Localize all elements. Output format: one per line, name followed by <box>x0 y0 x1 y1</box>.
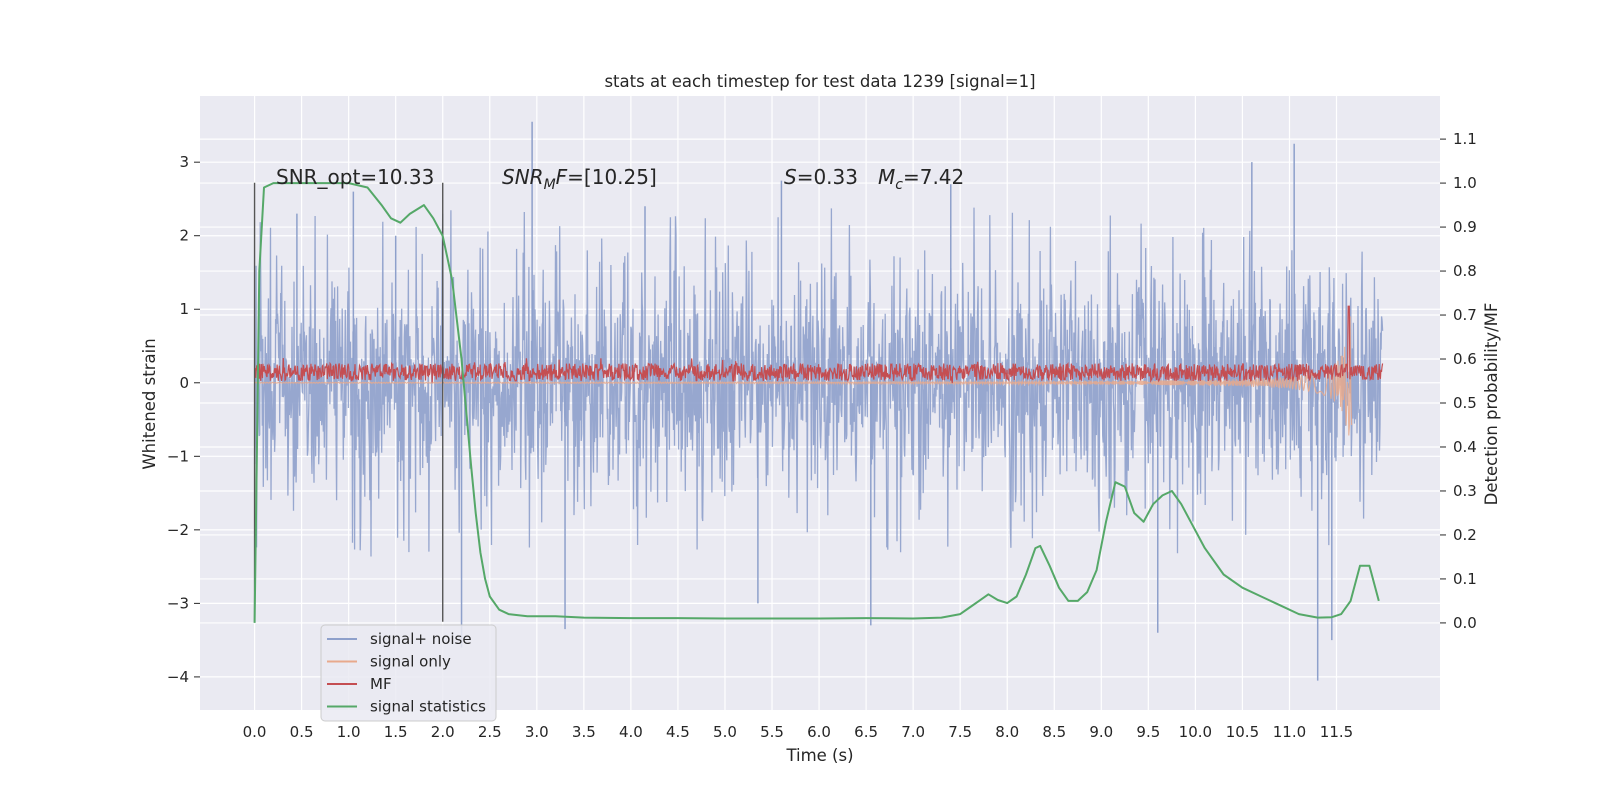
x-tick-label: 6.0 <box>807 723 831 741</box>
series-signal-only <box>254 316 1353 436</box>
x-tick-label: 2.0 <box>431 723 455 741</box>
x-tick-label: 2.5 <box>478 723 502 741</box>
x-tick-label: 11.5 <box>1320 723 1353 741</box>
x-tick-label: 9.5 <box>1136 723 1160 741</box>
y-right-tick-label: 0.3 <box>1453 482 1477 500</box>
y-left-tick-label: 3 <box>179 153 189 171</box>
annotation-snr-opt: SNR_opt=10.33 <box>276 165 434 189</box>
plot-area <box>253 121 1384 681</box>
annotation-snr-mf-main: SNR <box>502 165 544 189</box>
y-left-tick-label: 2 <box>179 227 189 245</box>
annotation-s-main: S <box>784 165 797 189</box>
y-left-tick-label: 0 <box>179 374 189 392</box>
legend-label: signal+ noise <box>370 630 472 648</box>
x-tick-label: 0.0 <box>243 723 267 741</box>
x-tick-label: 10.5 <box>1226 723 1259 741</box>
y-left-tick-label: −1 <box>167 447 189 465</box>
x-tick-label: 1.5 <box>384 723 408 741</box>
annotation-mc: Mc=7.42 <box>878 165 964 193</box>
x-tick-label: 4.5 <box>666 723 690 741</box>
legend-frame <box>320 624 497 722</box>
x-tick-label: 6.5 <box>854 723 878 741</box>
annotation-s: S=0.33 <box>784 165 858 189</box>
axes: 0.0 0.5 1.0 1.5 2.0 2.5 3.0 3.5 4.0 4.5 5.0 5.5 6.0 6… <box>167 130 1477 741</box>
y-right-tick-label: 0.5 <box>1453 394 1477 412</box>
y-left-tick-label: −3 <box>167 594 189 612</box>
y-left-tick-label: −4 <box>167 668 189 686</box>
chart-title: stats at each timestep for test data 123… <box>604 72 1035 91</box>
annotation-s-value: =0.33 <box>797 165 858 189</box>
x-tick-label: 3.0 <box>525 723 549 741</box>
y-right-tick-label: 0.8 <box>1453 262 1477 280</box>
x-tick-label: 7.5 <box>948 723 972 741</box>
y-right-tick-label: 0.6 <box>1453 350 1477 368</box>
x-axis-label: Time (s) <box>785 746 853 765</box>
annotation-snr-mf-value: [10.25] <box>584 165 657 189</box>
annotation-mc-main: M <box>878 165 895 189</box>
legend-label: signal only <box>370 653 451 671</box>
y-left-tick-label: 1 <box>179 300 189 318</box>
y-right-tick-label: 0.0 <box>1453 614 1477 632</box>
annotation-mc-value: =7.42 <box>903 165 964 189</box>
annotation-snr-mf-tail: F= <box>556 165 584 189</box>
x-tick-label: 3.5 <box>572 723 596 741</box>
series-signal-statistics <box>253 182 1380 623</box>
y-right-tick-label: 0.7 <box>1453 306 1477 324</box>
y-right-tick-label: 1.0 <box>1453 174 1477 192</box>
x-tick-label: 7.0 <box>901 723 925 741</box>
annotation-snr-mf: SNRMF=[10.25] <box>502 165 657 193</box>
y-axis-label-right: Detection probability/MF <box>1482 303 1501 506</box>
x-tick-label: 8.5 <box>1042 723 1066 741</box>
x-tick-label: 11.0 <box>1273 723 1306 741</box>
x-tick-label: 1.0 <box>337 723 361 741</box>
y-right-tick-label: 0.2 <box>1453 526 1477 544</box>
annotation-mc-sub: c <box>895 177 903 193</box>
annotation-snr-mf-sub: M <box>544 177 556 193</box>
x-tick-label: 10.0 <box>1179 723 1212 741</box>
legend: signal+ noise signal only MF signal statist… <box>320 624 497 722</box>
x-tick-label: 5.5 <box>760 723 784 741</box>
legend-label: MF <box>370 675 392 693</box>
y-right-tick-label: 1.1 <box>1453 130 1477 148</box>
x-tick-label: 5.0 <box>713 723 737 741</box>
y-axis-label-left: Whitened strain <box>140 338 159 469</box>
x-tick-label: 9.0 <box>1089 723 1113 741</box>
y-right-tick-label: 0.1 <box>1453 570 1477 588</box>
x-tick-label: 8.0 <box>995 723 1019 741</box>
y-right-tick-label: 0.4 <box>1453 438 1477 456</box>
legend-label: signal statistics <box>370 698 486 716</box>
x-tick-label: 4.0 <box>619 723 643 741</box>
y-right-tick-label: 0.9 <box>1453 218 1477 236</box>
x-tick-label: 0.5 <box>290 723 314 741</box>
y-left-tick-label: −2 <box>167 521 189 539</box>
